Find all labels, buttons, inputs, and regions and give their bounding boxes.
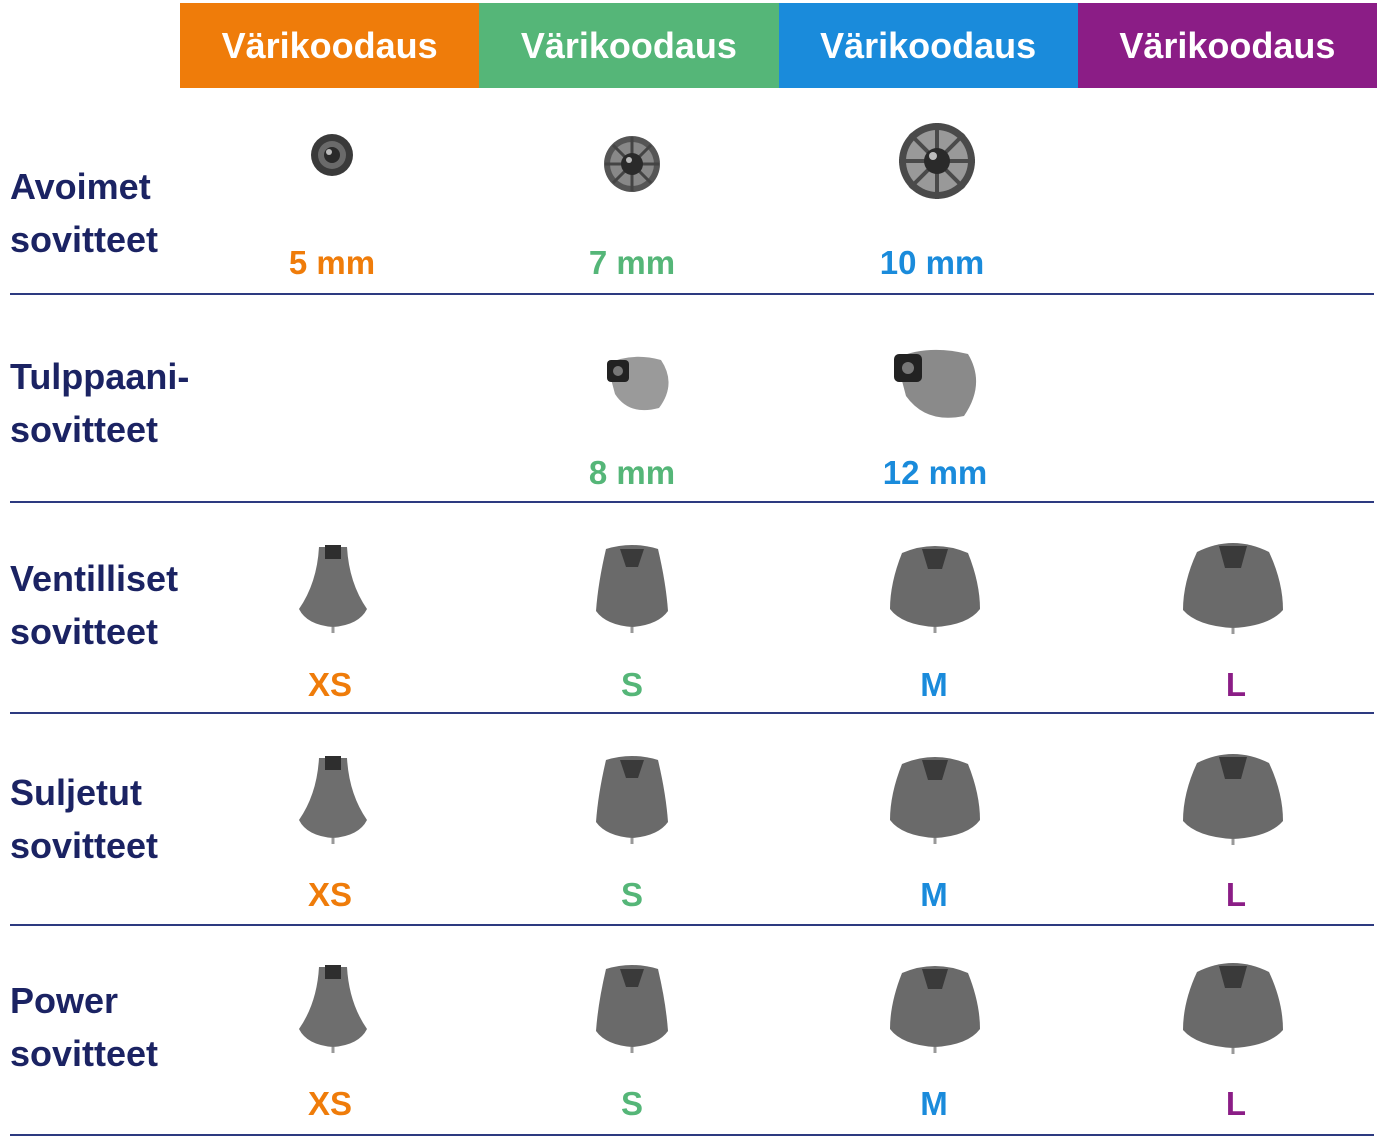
header-blue: Värikoodaus (778, 3, 1078, 88)
power-dome-m-icon (785, 963, 1085, 1055)
closed-dome-xs-icon (183, 754, 483, 846)
tulip-dome-8mm-icon (487, 350, 787, 416)
row-label: Ventilliset sovitteet (10, 552, 178, 658)
size-label: 12 mm (882, 454, 988, 491)
power-dome-s-icon (482, 963, 782, 1055)
row-label-line1: Tulppaani- (10, 356, 190, 397)
row-divider (10, 924, 1374, 926)
row-label-line2: sovitteet (10, 219, 159, 260)
vented-dome-s-icon (482, 543, 782, 635)
size-label: XS (307, 666, 353, 703)
row-divider (10, 1134, 1374, 1136)
header-orange: Värikoodaus (180, 3, 480, 88)
header-purple: Värikoodaus (1077, 3, 1377, 88)
closed-dome-m-icon (785, 754, 1085, 846)
size-label: S (620, 666, 643, 703)
row-label-line1: Power (10, 980, 119, 1021)
row-divider (10, 712, 1374, 714)
row-divider (10, 293, 1374, 295)
size-label: XS (307, 1085, 353, 1122)
row-label-line1: Ventilliset (10, 558, 179, 599)
closed-dome-s-icon (482, 754, 782, 846)
row-label-line2: sovitteet (10, 611, 159, 652)
size-label: 5 mm (288, 244, 376, 281)
size-label: S (620, 876, 643, 913)
size-label: 7 mm (588, 244, 676, 281)
color-coding-header: Värikoodaus Värikoodaus Värikoodaus Väri… (180, 3, 1377, 88)
size-label: L (1225, 1085, 1247, 1122)
power-dome-xs-icon (183, 963, 483, 1055)
row-label: Power sovitteet (10, 974, 158, 1080)
size-label: 10 mm (879, 244, 985, 281)
header-green: Värikoodaus (479, 3, 779, 88)
size-label: M (920, 666, 948, 703)
size-label: 8 mm (588, 454, 676, 491)
tulip-dome-12mm-icon (785, 342, 1085, 424)
open-dome-10mm-icon (787, 120, 1087, 202)
size-label: S (620, 1085, 643, 1122)
row-label-line2: sovitteet (10, 1033, 159, 1074)
row-label-line1: Avoimet (10, 166, 151, 207)
size-label: M (920, 1085, 948, 1122)
open-dome-7mm-icon (482, 133, 782, 195)
vented-dome-l-icon (1083, 540, 1377, 636)
row-label: Avoimet sovitteet (10, 160, 158, 266)
row-label-line2: sovitteet (10, 409, 159, 450)
row-label: Tulppaani- sovitteet (10, 350, 189, 456)
row-divider (10, 501, 1374, 503)
open-dome-5mm-icon (182, 130, 482, 180)
size-label: L (1225, 876, 1247, 913)
power-dome-l-icon (1083, 960, 1377, 1056)
size-label: XS (307, 876, 353, 913)
size-label: M (920, 876, 948, 913)
row-label-line1: Suljetut (10, 772, 142, 813)
row-label: Suljetut sovitteet (10, 766, 158, 872)
size-label: L (1225, 666, 1247, 703)
closed-dome-l-icon (1083, 751, 1377, 847)
vented-dome-xs-icon (183, 543, 483, 635)
vented-dome-m-icon (785, 543, 1085, 635)
row-label-line2: sovitteet (10, 825, 159, 866)
